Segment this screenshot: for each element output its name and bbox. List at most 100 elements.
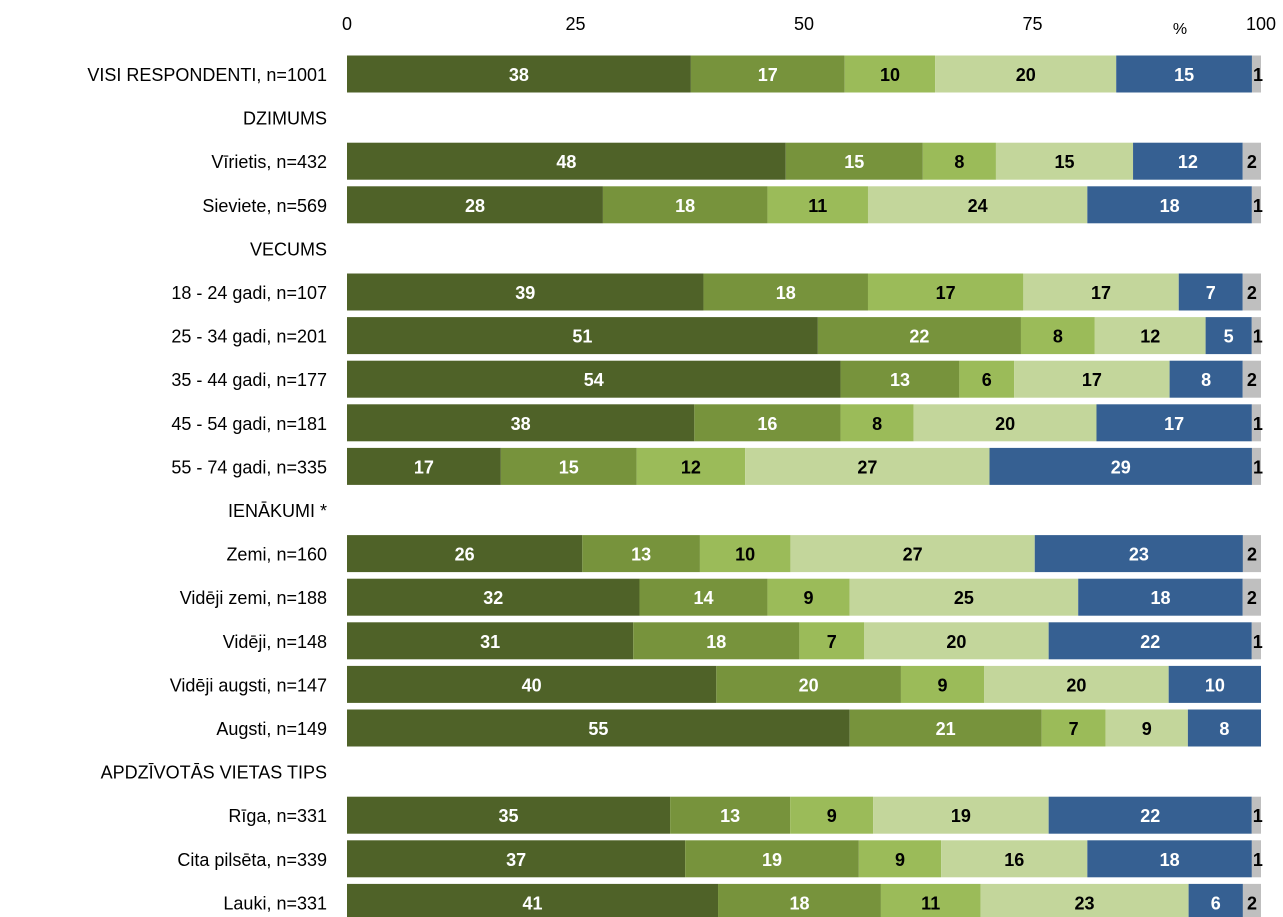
data-label: 22 bbox=[1140, 632, 1160, 652]
data-label: 23 bbox=[1075, 893, 1095, 913]
bars: 38 17 10 20 15 148 15 8 15 12 228 18 11 24 18 139 18 17 17… bbox=[347, 55, 1263, 917]
data-label: 18 bbox=[1150, 588, 1170, 608]
data-label: 20 bbox=[1066, 675, 1086, 695]
data-label: 13 bbox=[890, 370, 910, 390]
bar-segment bbox=[900, 665, 985, 703]
data-label: 15 bbox=[844, 152, 864, 172]
bar-row: 17 15 12 27 29 1 bbox=[347, 447, 1263, 485]
bar-segment bbox=[790, 796, 874, 834]
data-label: 37 bbox=[506, 850, 526, 870]
bar-segment bbox=[1251, 55, 1261, 93]
bar-segment bbox=[935, 55, 1117, 93]
bar-segment bbox=[347, 273, 704, 311]
bar-segment bbox=[989, 447, 1252, 485]
data-label: 27 bbox=[903, 545, 923, 565]
group-header-label: DZIMUMS bbox=[243, 109, 327, 129]
data-label: 35 bbox=[499, 806, 519, 826]
data-label: 5 bbox=[1224, 327, 1234, 347]
x-tick-label: 25 bbox=[565, 14, 585, 34]
category-label: Vidēji zemi, n=188 bbox=[180, 588, 327, 608]
data-label: 16 bbox=[757, 414, 777, 434]
data-label: 20 bbox=[1016, 65, 1036, 85]
bar-row: 48 15 8 15 12 2 bbox=[347, 142, 1261, 180]
data-label: 1 bbox=[1253, 196, 1263, 216]
bar-segment bbox=[703, 273, 868, 311]
data-label: 27 bbox=[857, 457, 877, 477]
bar-segment bbox=[1205, 317, 1252, 355]
bar-segment bbox=[670, 796, 791, 834]
bar-segment bbox=[785, 142, 923, 180]
bar-segment bbox=[347, 360, 841, 398]
category-label: Augsti, n=149 bbox=[216, 719, 327, 739]
bar-segment bbox=[790, 535, 1035, 573]
bar-segment bbox=[995, 142, 1134, 180]
data-label: 9 bbox=[1142, 719, 1152, 739]
bar-segment bbox=[840, 404, 914, 442]
data-label: 18 bbox=[675, 196, 695, 216]
bar-segment bbox=[1133, 142, 1243, 180]
bar-segment bbox=[1048, 796, 1252, 834]
data-label: 16 bbox=[1004, 850, 1024, 870]
bar-row: 35 13 9 19 22 1 bbox=[347, 796, 1263, 834]
category-label: Cita pilsēta, n=339 bbox=[177, 850, 327, 870]
bar-segment bbox=[1242, 535, 1261, 573]
bar-row: 28 18 11 24 18 1 bbox=[347, 186, 1263, 224]
bar-row: 37 19 9 16 18 1 bbox=[347, 840, 1263, 878]
data-label: 8 bbox=[872, 414, 882, 434]
bar-segment bbox=[1242, 142, 1261, 180]
bar-segment bbox=[873, 796, 1049, 834]
data-label: 19 bbox=[951, 806, 971, 826]
data-label: 17 bbox=[414, 457, 434, 477]
bar-segment bbox=[1187, 709, 1261, 747]
x-tick-label: 50 bbox=[794, 14, 814, 34]
data-label: 9 bbox=[895, 850, 905, 870]
data-label: 24 bbox=[968, 196, 988, 216]
data-label: 26 bbox=[455, 545, 475, 565]
data-label: 2 bbox=[1247, 588, 1257, 608]
category-label: VISI RESPONDENTI, n=1001 bbox=[87, 65, 327, 85]
category-label: Rīga, n=331 bbox=[228, 806, 327, 826]
bar-segment bbox=[1034, 535, 1243, 573]
data-label: 22 bbox=[909, 327, 929, 347]
bar-row: 39 18 17 17 7 2 bbox=[347, 273, 1261, 311]
category-labels: VISI RESPONDENTI, n=1001 DZIMUMS Vīrietis,… bbox=[87, 65, 327, 913]
bar-segment bbox=[1242, 578, 1261, 616]
bar-segment bbox=[1020, 317, 1095, 355]
bar-segment bbox=[718, 883, 881, 917]
bar-segment bbox=[959, 360, 1015, 398]
group-header-label: IENĀKUMI * bbox=[228, 501, 327, 521]
bar-segment bbox=[849, 578, 1079, 616]
data-label: 9 bbox=[827, 806, 837, 826]
data-label: 1 bbox=[1253, 327, 1263, 347]
bar-segment bbox=[1242, 273, 1261, 311]
bar-segment bbox=[880, 883, 981, 917]
bar-segment bbox=[602, 186, 768, 224]
bar-segment bbox=[984, 665, 1169, 703]
data-label: 2 bbox=[1247, 283, 1257, 303]
bar-segment bbox=[716, 665, 901, 703]
data-label: 2 bbox=[1247, 545, 1257, 565]
bar-segment bbox=[633, 622, 800, 660]
bar-segment bbox=[347, 796, 671, 834]
bar-segment bbox=[767, 578, 850, 616]
bar-segment bbox=[347, 142, 786, 180]
data-label: 9 bbox=[804, 588, 814, 608]
bar-row: 55 21 7 9 8 bbox=[347, 709, 1261, 747]
data-label: 8 bbox=[1201, 370, 1211, 390]
bar-segment bbox=[347, 709, 850, 747]
category-label: Vidēji augsti, n=147 bbox=[170, 675, 327, 695]
data-label: 2 bbox=[1247, 370, 1257, 390]
data-label: 48 bbox=[556, 152, 576, 172]
category-label: Zemi, n=160 bbox=[226, 545, 327, 565]
data-label: 7 bbox=[1206, 283, 1216, 303]
bar-segment bbox=[1251, 186, 1261, 224]
bar-row: 54 13 6 17 8 2 bbox=[347, 360, 1261, 398]
bar-segment bbox=[1251, 840, 1261, 878]
bar-row: 32 14 9 25 18 2 bbox=[347, 578, 1261, 616]
bar-segment bbox=[1169, 360, 1243, 398]
bar-segment bbox=[980, 883, 1189, 917]
data-label: 1 bbox=[1253, 414, 1263, 434]
data-label: 18 bbox=[789, 893, 809, 913]
data-label: 21 bbox=[936, 719, 956, 739]
bar-segment bbox=[1251, 622, 1261, 660]
